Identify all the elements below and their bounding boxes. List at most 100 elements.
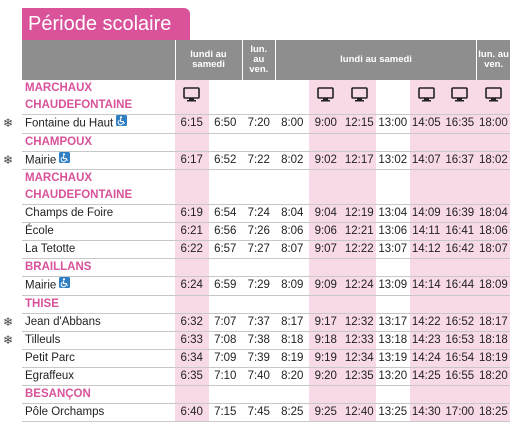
town-cell bbox=[443, 80, 477, 115]
town-row: MARCHAUX CHAUDEFONTAINE bbox=[22, 80, 511, 115]
time: 12:32 bbox=[342, 313, 377, 332]
town-cell bbox=[208, 258, 243, 278]
town-cell bbox=[409, 258, 444, 278]
town-cell bbox=[376, 169, 410, 206]
time: 9:07 bbox=[309, 240, 343, 260]
town-row: BESANÇON bbox=[22, 385, 511, 404]
time: 16:37 bbox=[443, 151, 477, 171]
time: 7:29 bbox=[242, 276, 276, 296]
time: 7:09 bbox=[208, 349, 243, 368]
town-cell bbox=[443, 258, 477, 278]
time: 18:00 bbox=[476, 114, 511, 134]
time: 7:45 bbox=[242, 403, 276, 422]
town-cell bbox=[309, 258, 343, 278]
time: 7:07 bbox=[208, 313, 243, 332]
stop-row: Petit Parc 6:34 7:09 7:39 8:19 9:19 12:34 13:19… bbox=[22, 349, 511, 368]
snow-icon: ❄ bbox=[3, 152, 14, 167]
time: 16:52 bbox=[443, 313, 477, 332]
time: 12:21 bbox=[342, 222, 377, 242]
town-cell bbox=[242, 295, 276, 314]
time: 9:06 bbox=[309, 222, 343, 242]
town-cell bbox=[275, 80, 310, 115]
town-cell bbox=[443, 385, 477, 404]
time: 13:09 bbox=[376, 276, 410, 296]
time: 16:54 bbox=[443, 349, 477, 368]
stop-cell: Egraffeux bbox=[22, 367, 175, 386]
screen-icon bbox=[485, 86, 502, 105]
stop-row: Mairie 6:24 6:59 7:29 8:09 9:09 12:24 13:09 14:1… bbox=[22, 276, 511, 296]
town-name: BESANÇON bbox=[22, 385, 175, 404]
time: 8:19 bbox=[275, 349, 310, 368]
time: 8:06 bbox=[275, 222, 310, 242]
time: 9:20 bbox=[309, 367, 343, 386]
time: 13:07 bbox=[376, 240, 410, 260]
time: 6:35 bbox=[175, 367, 209, 386]
town-cell bbox=[175, 169, 209, 206]
time: 16:53 bbox=[443, 331, 477, 350]
town-cell bbox=[476, 258, 511, 278]
timetable: lundi au samedi lun. au ven. lundi au same… bbox=[3, 40, 511, 422]
time: 6:19 bbox=[175, 204, 209, 224]
stop-name: Jean d'Abbans bbox=[25, 315, 101, 328]
town-name: CHAMPOUX bbox=[22, 133, 175, 152]
town-cell bbox=[242, 80, 276, 115]
time: 16:55 bbox=[443, 367, 477, 386]
wheelchair-icon bbox=[116, 115, 128, 132]
time: 18:06 bbox=[476, 222, 511, 242]
time: 8:00 bbox=[275, 114, 310, 134]
town-cell bbox=[342, 133, 377, 152]
town-cell bbox=[342, 258, 377, 278]
town-cell bbox=[376, 295, 410, 314]
town-cell bbox=[409, 80, 444, 115]
time: 14:22 bbox=[409, 313, 444, 332]
screen-icon bbox=[317, 86, 335, 105]
town-cell bbox=[443, 133, 477, 152]
header-group: lun. au ven. bbox=[241, 40, 276, 80]
screen-icon bbox=[183, 86, 201, 105]
stop-row: Mairie ❄ 6:17 6:52 7:22 8:02 9:02 12:17 13:02 14:… bbox=[3, 151, 511, 171]
town-cell bbox=[476, 169, 511, 206]
time: 14:09 bbox=[409, 204, 444, 224]
time: 14:05 bbox=[409, 114, 444, 134]
time: 12:33 bbox=[342, 331, 377, 350]
time: 6:57 bbox=[208, 240, 243, 260]
town-cell bbox=[409, 169, 444, 206]
town-name: MARCHAUX CHAUDEFONTAINE bbox=[22, 169, 175, 206]
time: 14:25 bbox=[409, 367, 444, 386]
town-cell bbox=[175, 385, 209, 404]
stop-name: Mairie bbox=[25, 279, 57, 292]
time: 8:09 bbox=[275, 276, 310, 296]
time: 18:07 bbox=[476, 240, 511, 260]
time: 6:15 bbox=[175, 114, 209, 134]
time: 7:24 bbox=[242, 204, 276, 224]
town-cell bbox=[275, 385, 310, 404]
time: 13:25 bbox=[376, 403, 410, 422]
time: 12:17 bbox=[342, 151, 377, 171]
town-cell bbox=[275, 133, 310, 152]
stop-name: Petit Parc bbox=[25, 351, 75, 364]
time: 7:08 bbox=[208, 331, 243, 350]
town-cell bbox=[175, 80, 209, 115]
snow-icon: ❄ bbox=[3, 116, 14, 130]
header-row: lundi au samedi lun. au ven. lundi au same… bbox=[22, 40, 511, 80]
header-group: lundi au samedi bbox=[174, 40, 243, 80]
time: 9:00 bbox=[309, 114, 343, 134]
time: 9:17 bbox=[309, 313, 343, 332]
stop-cell: Pôle Orchamps bbox=[22, 403, 175, 422]
time: 7:15 bbox=[208, 403, 243, 422]
time: 18:17 bbox=[476, 313, 511, 332]
time: 6:40 bbox=[175, 403, 209, 422]
time: 14:24 bbox=[409, 349, 444, 368]
town-row: MARCHAUX CHAUDEFONTAINE bbox=[22, 169, 511, 206]
time: 14:14 bbox=[409, 276, 444, 296]
time: 16:44 bbox=[443, 276, 477, 296]
town-row: THISE bbox=[22, 295, 511, 314]
time: 9:09 bbox=[309, 276, 343, 296]
town-cell bbox=[175, 258, 209, 278]
town-cell bbox=[275, 258, 310, 278]
time: 8:04 bbox=[275, 204, 310, 224]
time: 9:02 bbox=[309, 151, 343, 171]
town-cell bbox=[175, 133, 209, 152]
stop-cell: École bbox=[22, 222, 175, 242]
